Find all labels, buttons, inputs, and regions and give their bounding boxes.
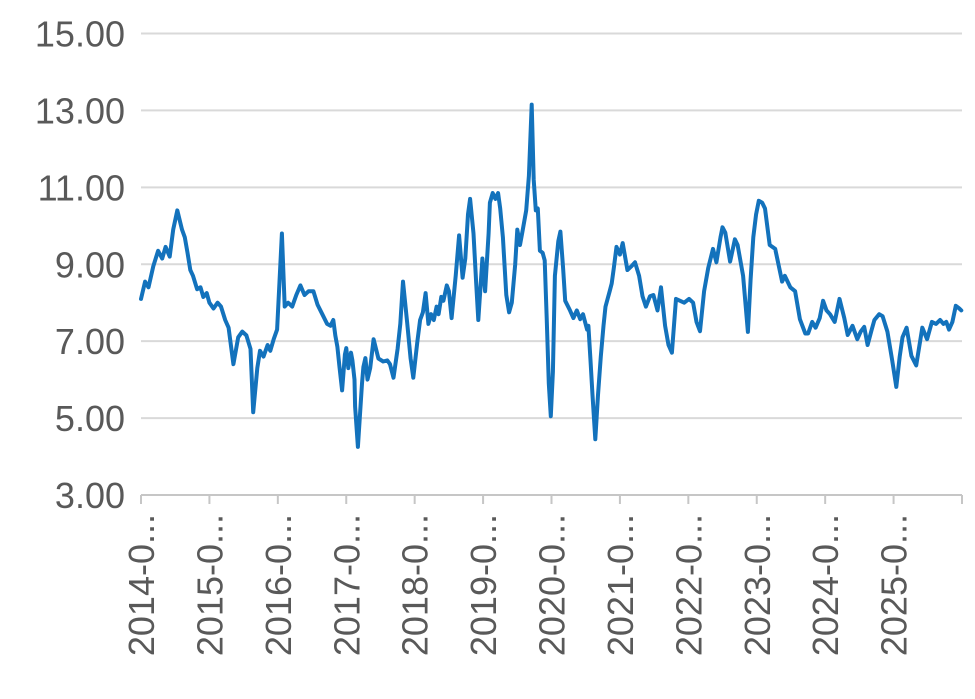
y-axis-tick-label: 7.00 <box>55 321 125 362</box>
x-axis-tick-label: 2018-0... <box>395 514 436 656</box>
y-axis-tick-label: 5.00 <box>55 398 125 439</box>
x-axis-tick-label: 2020-0... <box>532 514 573 656</box>
x-axis-tick-label: 2016-0... <box>258 514 299 656</box>
x-axis-tick-label: 2017-0... <box>326 514 367 656</box>
x-axis-tick-label: 2015-0... <box>189 514 230 656</box>
y-axis-tick-label: 15.00 <box>35 14 125 55</box>
x-axis-tick-label: 2014-0... <box>121 514 162 656</box>
x-axis <box>140 494 963 504</box>
y-axis-tick-label: 9.00 <box>55 244 125 285</box>
y-axis-labels: 15.00 13.00 11.00 9.00 7.00 5.00 3.00 <box>35 14 125 517</box>
x-axis-tick-label: 2025-0... <box>874 514 915 656</box>
x-axis-labels: 2014-0... 2015-0... 2016-0... 2017-0... 2018… <box>121 514 915 656</box>
x-axis-tick-label: 2021-0... <box>600 514 641 656</box>
y-axis-tick-label: 11.00 <box>38 167 125 208</box>
x-axis-tick-label: 2023-0... <box>737 514 778 656</box>
data-series-line <box>139 102 964 449</box>
x-axis-tick-label: 2024-0... <box>805 514 846 656</box>
x-axis-tick-label: 2019-0... <box>463 514 504 656</box>
x-axis-tick-label: 2022-0... <box>668 514 709 656</box>
y-gridlines <box>141 32 962 496</box>
y-axis-tick-label: 3.00 <box>55 475 125 516</box>
y-axis-tick-label: 13.00 <box>35 90 125 131</box>
